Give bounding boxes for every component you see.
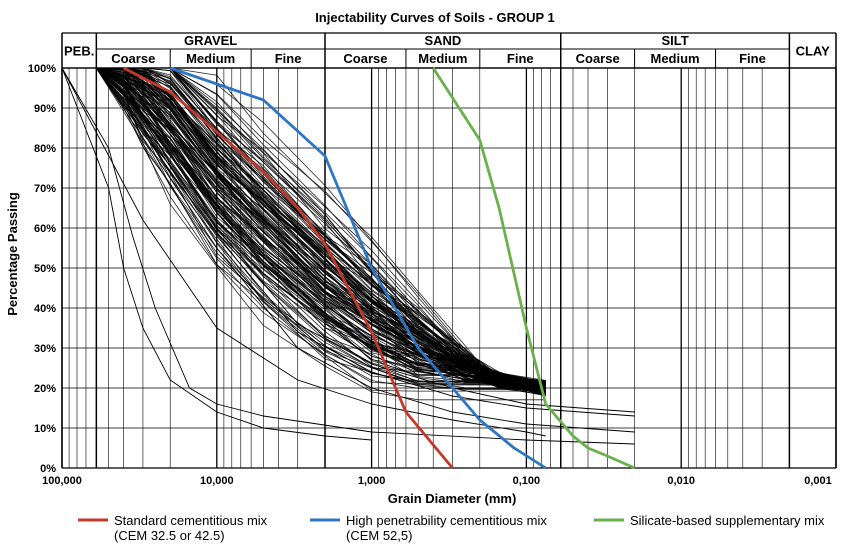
soil-sample-curve bbox=[95, 67, 635, 413]
soil-class-label: PEB. bbox=[64, 44, 94, 59]
soil-sample-curve bbox=[95, 67, 546, 401]
y-tick-label: 30% bbox=[34, 343, 56, 355]
soil-sample-curve bbox=[96, 67, 546, 385]
soil-class-header: PEB. GRAVEL Coarse Medium Fine SAND Coarse Medi… bbox=[62, 32, 836, 69]
legend-label: (CEM 32.5 or 42.5) bbox=[114, 528, 225, 543]
soil-sample-curve bbox=[96, 67, 546, 392]
soil-sample-curve bbox=[95, 67, 546, 390]
sub-class-label: Medium bbox=[186, 51, 235, 66]
x-axis-label: Grain Diameter (mm) bbox=[388, 491, 517, 506]
y-tick-label: 70% bbox=[34, 183, 56, 195]
soil-class-label: SAND bbox=[424, 33, 461, 48]
soil-sample-curve bbox=[95, 67, 635, 417]
y-tick-labels: 0% 10% 20% 30% 40% 50% 60% 70% 80% 90% 100% bbox=[28, 63, 56, 475]
legend-label: Standard cementitious mix bbox=[114, 513, 268, 528]
soil-sample-curve bbox=[96, 67, 546, 394]
x-tick-labels: 100,000 10,000 1,000 0,100 0,010 0,001 bbox=[42, 475, 832, 487]
soil-sample-curve bbox=[96, 67, 546, 388]
y-tick-label: 0% bbox=[40, 463, 56, 475]
y-tick-label: 80% bbox=[34, 143, 56, 155]
sub-class-label: Fine bbox=[739, 51, 766, 66]
x-tick-label: 100,000 bbox=[42, 475, 82, 487]
sub-class-label: Fine bbox=[507, 51, 534, 66]
soil-sample-curve bbox=[96, 67, 546, 389]
soil-sample-curve bbox=[96, 67, 546, 385]
x-tick-label: 0,010 bbox=[667, 475, 695, 487]
y-tick-label: 50% bbox=[34, 263, 56, 275]
soil-sample-curve bbox=[96, 67, 546, 394]
y-axis-label: Percentage Passing bbox=[5, 192, 20, 316]
soil-sample-curves bbox=[61, 67, 635, 445]
y-tick-label: 40% bbox=[34, 303, 56, 315]
soil-class-label: GRAVEL bbox=[184, 33, 237, 48]
soil-sample-curve bbox=[96, 67, 546, 392]
y-tick-label: 10% bbox=[34, 423, 56, 435]
sub-class-label: Coarse bbox=[576, 51, 620, 66]
soil-sample-curve bbox=[96, 67, 546, 391]
soil-sample-curve bbox=[95, 67, 546, 390]
sub-class-label: Medium bbox=[651, 51, 700, 66]
soil-sample-curve bbox=[96, 67, 546, 396]
chart-title: Injectability Curves of Soils - GROUP 1 bbox=[315, 10, 555, 25]
soil-class-label: SILT bbox=[661, 33, 688, 48]
x-tick-label: 0,001 bbox=[804, 475, 832, 487]
soil-sample-curve bbox=[61, 67, 372, 441]
legend-label: (CEM 52,5) bbox=[346, 528, 412, 543]
sub-class-label: Medium bbox=[418, 51, 467, 66]
series-line-2 bbox=[169, 66, 547, 470]
soil-sample-curve bbox=[95, 67, 546, 396]
y-tick-label: 20% bbox=[34, 383, 56, 395]
soil-sample-curve bbox=[95, 67, 635, 433]
soil-class-label: CLAY bbox=[796, 44, 831, 59]
soil-sample-curve bbox=[96, 67, 546, 389]
legend-label: Silicate-based supplementary mix bbox=[630, 513, 825, 528]
soil-sample-curve bbox=[96, 67, 546, 392]
y-tick-label: 90% bbox=[34, 103, 56, 115]
soil-sample-curve bbox=[96, 67, 546, 387]
soil-sample-curve bbox=[61, 67, 546, 437]
series-lines bbox=[122, 66, 636, 470]
soil-sample-curve bbox=[96, 67, 546, 388]
soil-sample-curve bbox=[96, 67, 546, 396]
legend-label: High penetrability cementitious mix bbox=[346, 513, 547, 528]
x-tick-label: 0,100 bbox=[513, 475, 541, 487]
y-tick-label: 100% bbox=[28, 63, 56, 75]
sub-class-label: Coarse bbox=[343, 51, 387, 66]
series-line-1 bbox=[122, 66, 454, 469]
legend: Standard cementitious mix(CEM 32.5 or 42… bbox=[78, 513, 825, 543]
x-tick-label: 10,000 bbox=[200, 475, 234, 487]
sub-class-label: Fine bbox=[275, 51, 302, 66]
y-tick-label: 60% bbox=[34, 223, 56, 235]
sub-class-label: Coarse bbox=[111, 51, 155, 66]
soil-sample-curve bbox=[61, 67, 635, 445]
series-line-3 bbox=[432, 67, 636, 470]
x-tick-label: 1,000 bbox=[358, 475, 386, 487]
